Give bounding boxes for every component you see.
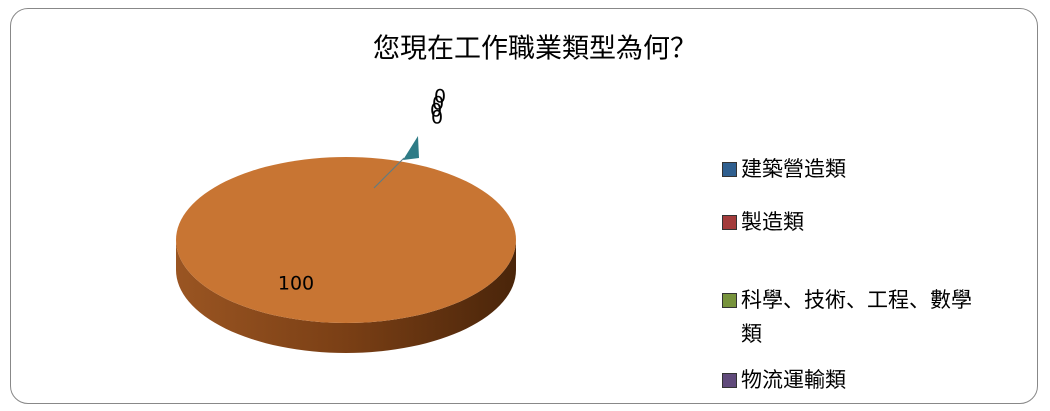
legend-label: 建築營造類 [741,157,846,181]
legend-item: 物流運輸類 [722,363,1042,397]
chart-frame [10,8,1038,404]
pie-sliver [403,136,419,160]
legend-item: 建築營造類 [722,152,1042,186]
legend-swatch [722,215,737,230]
data-label: 100 [278,273,314,295]
legend-swatch [722,373,737,388]
legend-label: 科學、技術、工程、數學類 [741,288,972,346]
data-label: 0 [434,86,446,108]
chart-title: 您現在工作職業類型為何？ [373,34,697,65]
data-label: 0 [432,93,444,115]
pie-side [176,240,516,353]
data-label: 0 [430,100,442,122]
data-label: 0 [431,107,443,129]
leader-line [373,157,405,189]
legend-label: 物流運輸類 [741,368,846,392]
legend: 建築營造類製造類科學、技術、工程、數學類物流運輸類 [722,132,1042,397]
pie-slice [176,157,516,323]
legend-swatch [722,162,737,177]
legend-swatch [722,293,737,308]
legend-item: 製造類 [722,205,1042,239]
legend-label: 製造類 [741,210,804,234]
legend-item: 科學、技術、工程、數學類 [722,283,1042,351]
